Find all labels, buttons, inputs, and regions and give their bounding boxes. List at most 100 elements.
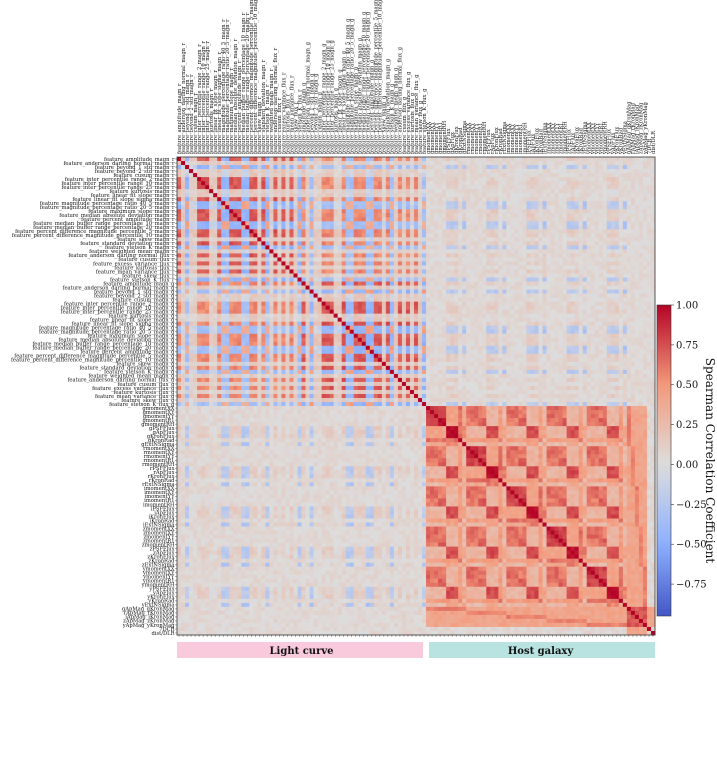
heatmap-cell xyxy=(277,265,282,270)
heatmap-cell xyxy=(538,309,543,315)
heatmap-cell xyxy=(309,177,314,182)
heatmap-cell xyxy=(181,261,186,266)
heatmap-cell xyxy=(237,245,242,250)
heatmap-cell xyxy=(446,249,451,254)
heatmap-cell xyxy=(309,313,314,319)
heatmap-cell xyxy=(257,241,262,246)
heatmap-cell xyxy=(293,173,298,178)
heatmap-cell xyxy=(450,297,455,302)
heatmap-cell xyxy=(297,173,302,178)
heatmap-cell xyxy=(442,273,447,278)
heatmap-cell xyxy=(534,281,539,286)
heatmap-cell xyxy=(466,281,471,286)
heatmap-cell xyxy=(229,201,234,206)
heatmap-cell xyxy=(506,277,511,282)
heatmap-cell xyxy=(357,157,363,162)
heatmap-cell xyxy=(530,181,535,186)
heatmap-cell xyxy=(393,177,399,182)
heatmap-cell xyxy=(321,237,326,242)
heatmap-cell xyxy=(602,273,608,278)
heatmap-cell xyxy=(514,285,519,290)
heatmap-cell xyxy=(430,253,435,258)
heatmap-cell xyxy=(329,181,335,186)
heatmap-cell xyxy=(646,217,652,222)
heatmap-cell xyxy=(205,225,210,230)
heatmap-cell xyxy=(305,201,310,206)
heatmap-cell xyxy=(570,241,576,246)
heatmap-cell xyxy=(638,257,644,262)
heatmap-cell xyxy=(622,281,628,286)
heatmap-cell xyxy=(614,293,620,298)
heatmap-cell xyxy=(365,157,371,162)
heatmap-cell xyxy=(309,197,314,202)
heatmap-cell xyxy=(257,285,262,290)
heatmap-cell xyxy=(514,241,519,246)
heatmap-cell xyxy=(558,193,563,198)
heatmap-cell xyxy=(401,161,407,166)
heatmap-cell xyxy=(229,313,234,319)
heatmap-cell xyxy=(546,277,551,282)
heatmap-cell xyxy=(586,285,592,290)
heatmap-cell xyxy=(301,245,306,250)
heatmap-cell xyxy=(498,221,503,226)
heatmap-cell xyxy=(570,269,576,274)
heatmap-cell xyxy=(317,197,322,202)
heatmap-cell xyxy=(237,261,242,266)
heatmap-cell xyxy=(281,257,286,262)
heatmap-cell xyxy=(289,205,294,210)
heatmap-cell xyxy=(462,201,467,206)
heatmap-cell xyxy=(341,169,347,174)
heatmap-cell xyxy=(405,261,411,266)
heatmap-cell xyxy=(574,169,580,174)
heatmap-cell xyxy=(405,297,411,302)
heatmap-cell xyxy=(285,229,290,234)
heatmap-cell xyxy=(405,285,411,290)
heatmap-cell xyxy=(618,205,624,210)
heatmap-cell xyxy=(277,161,282,166)
heatmap-cell xyxy=(422,265,427,270)
heatmap-cell xyxy=(442,189,447,194)
heatmap-cell xyxy=(401,173,407,178)
heatmap-cell xyxy=(462,209,467,214)
heatmap-cell xyxy=(345,253,351,258)
heatmap-cell xyxy=(554,277,559,282)
heatmap-cell xyxy=(518,269,523,274)
heatmap-cell xyxy=(273,281,278,286)
heatmap-cell xyxy=(434,169,439,174)
heatmap-cell xyxy=(277,225,282,230)
heatmap-cell xyxy=(209,177,214,182)
heatmap-cell xyxy=(454,205,459,210)
heatmap-cell xyxy=(446,221,451,226)
heatmap-cell xyxy=(434,201,439,206)
heatmap-cell xyxy=(622,317,628,323)
heatmap-cell xyxy=(381,253,387,258)
heatmap-cell xyxy=(422,281,427,286)
heatmap-cell xyxy=(618,309,624,315)
heatmap-cell xyxy=(217,169,222,174)
heatmap-cell xyxy=(574,177,580,182)
heatmap-cell xyxy=(478,161,483,166)
heatmap-cell xyxy=(213,313,218,319)
heatmap-cell xyxy=(438,169,443,174)
heatmap-cell xyxy=(197,201,202,206)
heatmap-cell xyxy=(538,197,543,202)
heatmap-cell xyxy=(309,277,314,282)
heatmap-cell xyxy=(522,173,527,178)
heatmap-cell xyxy=(341,261,347,266)
heatmap-cell xyxy=(293,257,298,262)
heatmap-cell xyxy=(333,197,339,202)
heatmap-cell xyxy=(502,241,507,246)
heatmap-cell xyxy=(514,205,519,210)
heatmap-cell xyxy=(514,261,519,266)
heatmap-cell xyxy=(297,169,302,174)
heatmap-cell xyxy=(562,313,567,319)
heatmap-cell xyxy=(269,317,274,323)
heatmap-cell xyxy=(325,189,330,194)
heatmap-cell xyxy=(257,237,262,242)
heatmap-cell xyxy=(490,305,495,310)
heatmap-cell xyxy=(594,193,600,198)
heatmap-cell xyxy=(510,229,515,234)
heatmap-cell xyxy=(626,229,632,234)
heatmap-cell xyxy=(630,313,636,319)
heatmap-cell xyxy=(546,321,551,327)
